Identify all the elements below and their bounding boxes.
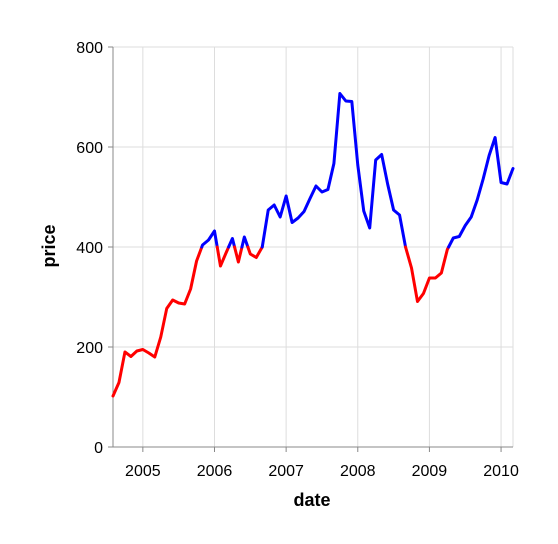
tick-labels: 0 200 400 600 800 2005 2006 2007 2008 2009 2010 — [76, 40, 519, 480]
price-line-above-400 — [227, 237, 237, 249]
price-line-below-400 — [215, 245, 231, 268]
x-tick-label: 2006 — [197, 463, 233, 480]
price-line-below-400 — [233, 245, 244, 264]
y-tick-label: 600 — [76, 140, 103, 157]
x-tick-label: 2005 — [125, 463, 161, 480]
price-line-above-400 — [240, 235, 250, 249]
price-line-below-400 — [111, 245, 204, 398]
y-tick-label: 200 — [76, 340, 103, 357]
y-tick-label: 0 — [94, 440, 103, 457]
x-tick-label: 2008 — [340, 463, 376, 480]
x-tick-label: 2009 — [412, 463, 448, 480]
price-series — [111, 92, 515, 398]
axes — [108, 46, 513, 452]
price-line-below-400 — [404, 245, 451, 303]
y-tick-label: 800 — [76, 40, 103, 57]
x-tick-label: 2007 — [268, 463, 304, 480]
x-tick-label: 2010 — [483, 463, 519, 480]
price-line-below-400 — [246, 245, 264, 259]
x-axis-title: date — [293, 490, 330, 510]
price-line-above-400 — [447, 136, 515, 249]
price-line-above-400 — [200, 229, 219, 249]
grid-lines — [113, 46, 514, 448]
y-axis-title: price — [39, 224, 59, 267]
price-line-above-400 — [260, 92, 408, 249]
y-tick-label: 400 — [76, 240, 103, 257]
